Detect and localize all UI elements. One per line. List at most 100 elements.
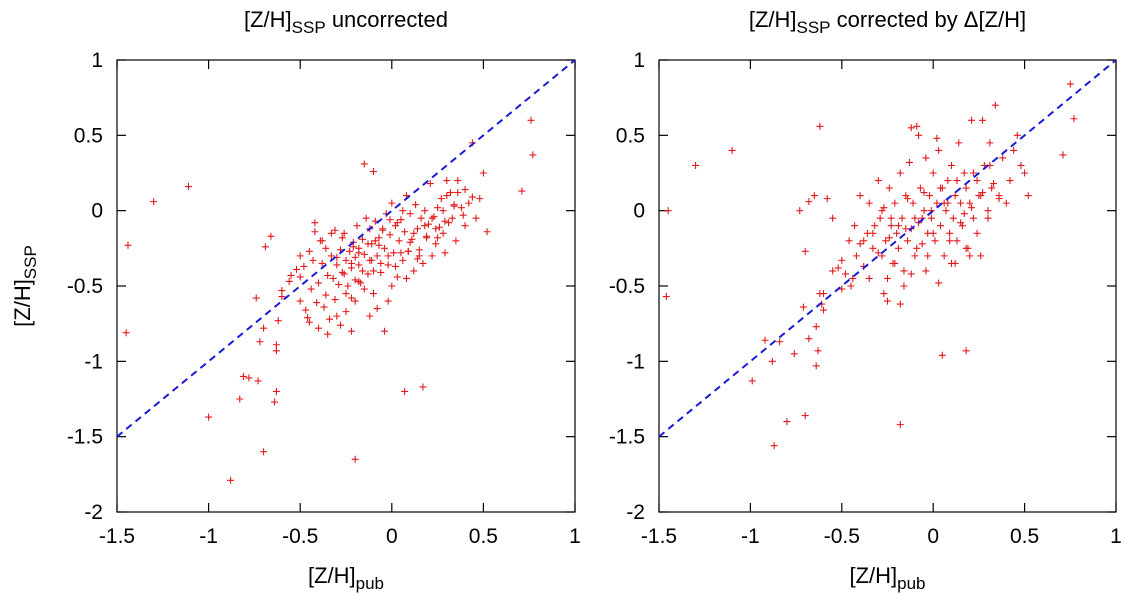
data-point [953,177,961,185]
data-point [851,222,859,230]
data-point [379,225,387,233]
data-point [962,244,970,252]
data-point [324,330,332,338]
data-point [977,192,985,200]
data-point [278,287,286,295]
data-point [267,232,275,240]
data-point [896,300,904,308]
data-point [662,293,670,301]
y-tick-label: -1 [626,350,645,373]
data-point [692,161,700,169]
chart-title: [Z/H]SSP uncorrected [244,7,448,37]
data-point [386,231,394,239]
data-point [338,234,346,242]
data-point [1070,115,1078,123]
data-point [342,290,350,298]
data-point [829,214,837,222]
data-point [239,372,247,380]
data-point [404,247,412,255]
data-point [424,220,432,228]
data-point [891,259,899,267]
data-point [916,184,924,192]
data-point [358,235,366,243]
data-point [900,267,908,275]
identity-line [658,59,1117,438]
data-point [320,303,328,311]
data-point [360,285,368,293]
data-point [388,199,396,207]
data-point [355,249,363,257]
x-tick-label: 1 [569,525,581,548]
data-point [885,184,893,192]
data-point [991,101,999,109]
data-point [349,243,357,251]
data-point [913,122,921,130]
data-point [927,214,935,222]
data-point [907,270,915,278]
data-point [406,238,414,246]
data-point [340,270,348,278]
data-point [278,293,286,301]
data-point [935,279,943,287]
data-point [205,413,213,421]
data-point [373,252,381,260]
data-point [472,214,480,222]
data-point [911,252,919,260]
data-point [876,214,884,222]
data-point [966,252,974,260]
data-point [271,398,279,406]
data-point [905,158,913,166]
data-point [1002,199,1010,207]
x-tick-label: 1 [1110,525,1122,548]
data-point [331,296,339,304]
data-point [296,273,304,281]
data-point [865,274,873,282]
x-axis-label: [Z/H]pub [308,563,384,593]
data-point [388,282,396,290]
data-point [801,412,809,420]
data-point [1006,177,1014,185]
y-tick-label: 1 [91,49,103,72]
data-point [122,329,130,337]
data-point [946,229,954,237]
data-point [924,252,932,260]
data-point [776,338,784,346]
data-point [454,177,462,185]
data-point [938,351,946,359]
data-point [962,347,970,355]
data-point [955,139,963,147]
data-point [285,277,293,285]
data-point [931,237,939,245]
data-point [937,222,945,230]
data-point [479,169,487,177]
data-point [823,195,831,203]
data-point [380,327,388,335]
data-point [399,207,407,215]
data-point [375,241,383,249]
data-point [272,347,280,355]
data-point [401,387,409,395]
data-point [944,177,952,185]
data-point [937,184,945,192]
data-point [900,282,908,290]
data-point [450,202,458,210]
data-point [874,177,882,185]
data-point [351,253,359,261]
data-point [454,189,462,197]
data-point [346,247,354,255]
data-point [973,229,981,237]
data-point [428,252,436,260]
data-point [360,160,368,168]
data-point [465,199,473,207]
data-point [887,222,895,230]
data-point [913,244,921,252]
identity-line [116,59,576,438]
data-point [347,259,355,267]
data-point [415,246,423,254]
data-point [898,214,906,222]
data-point [355,261,363,269]
data-point [902,192,910,200]
data-point [397,249,405,257]
x-tick-label: -1.5 [641,525,677,548]
data-point [728,146,736,154]
